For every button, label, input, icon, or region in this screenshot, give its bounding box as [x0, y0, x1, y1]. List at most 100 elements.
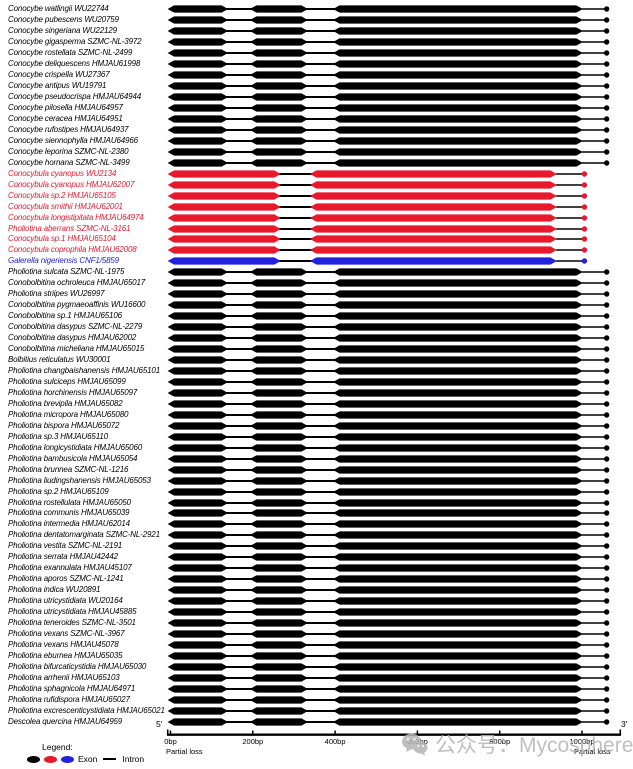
species-label: Conocybula sp.2 HMJAU65105: [8, 190, 116, 200]
species-label: Pholiotina rostellulata HMJAU65050: [8, 497, 131, 507]
species-label: Conocybula longistipitata HMJAU64974: [8, 212, 144, 222]
species-label: Conocybula smithii HMJAU62001: [8, 201, 123, 211]
gene-structure-glyph: [167, 126, 610, 134]
gene-structure-glyph: [167, 213, 588, 222]
gene-structure-glyph: [167, 455, 610, 463]
gene-structure-glyph: [167, 159, 610, 167]
species-label: Conocybe ceracea HMJAU64951: [8, 113, 123, 123]
species-label: Conocybe rufostipes HMJAU64937: [8, 124, 129, 134]
gene-structure-glyph: [167, 246, 588, 255]
gene-structure-glyph: [167, 38, 610, 46]
species-label: Pholiotina sp.3 HMJAU65110: [8, 431, 109, 441]
species-label: Conocybe pseudocrispa HMJAU64944: [8, 91, 142, 101]
species-label: Pholiotina sulciceps HMJAU65099: [8, 376, 126, 386]
gene-structure-glyph: [167, 170, 588, 178]
species-label: Pholiotina vexans SZMC-NL-3967: [8, 629, 125, 639]
watermark: 公众号：Mycosphere: [401, 729, 633, 759]
legend-intron-label: Intron: [122, 754, 145, 764]
gene-structure-glyph: [167, 707, 610, 715]
gene-structure-glyph: [167, 608, 610, 616]
gene-structure-glyph: [167, 268, 610, 276]
species-label: Pholiotina utricystidiata HMJAU45885: [8, 607, 137, 617]
gene-structure-glyph: [167, 509, 610, 518]
gene-structure-glyph: [167, 619, 610, 627]
gene-structure-glyph: [167, 367, 610, 375]
species-label: Pholiotina exannulata HMJAU45107: [8, 563, 132, 573]
species-label: Conobolbitina ochroleuca HMJAU65017: [8, 278, 146, 288]
species-label: Pholiotina teneroides SZMC-NL-3501: [8, 618, 136, 628]
gene-structure-glyph: [167, 148, 610, 156]
species-label: Pholiotina horchinensis HMJAU65097: [8, 387, 138, 397]
axis-tick-label: 200bp: [242, 737, 264, 746]
gene-structure-glyph: [167, 641, 610, 649]
gene-structure-glyph: [167, 389, 610, 397]
species-label: Conocybe antipus WU19791: [8, 81, 107, 91]
gene-structure-glyph: [167, 564, 610, 572]
gene-structure-glyph: [167, 498, 610, 507]
species-label: Pholiotina sphagnicola HMJAU64971: [8, 683, 136, 693]
gene-structure-glyph: [167, 400, 610, 408]
species-label: Descolea quercina HMJAU64959: [8, 716, 123, 726]
species-label: Conobolbitina pygmaeoaffinis WU16600: [8, 300, 146, 310]
gene-structure-glyph: [167, 520, 610, 529]
species-label: Conocybe pubescens WU20759: [8, 15, 119, 25]
gene-structure-glyph: [167, 553, 610, 561]
gene-structure-glyph: [167, 235, 588, 244]
species-label: Conocybe deliquescens HMJAU61998: [8, 59, 141, 69]
species-label: Pholiotina communis HMJAU65039: [8, 508, 130, 518]
species-label: Pholiotina vexans HMJAU45078: [8, 639, 119, 649]
gene-structure-glyph: [167, 652, 610, 660]
gene-structure-glyph: [167, 312, 610, 320]
gene-structure-glyph: [167, 104, 610, 112]
species-label: Conocybula coprophila HMJAU62008: [8, 245, 137, 255]
species-label: Pholiotina arrhenii HMJAU65103: [8, 672, 120, 682]
gene-structure-glyph: [167, 60, 610, 68]
species-label: Pholiotina changbaishanensis HMJAU65101: [8, 365, 161, 375]
gene-structure-glyph: [167, 422, 610, 430]
partial-loss-left-label: Partial loss: [166, 747, 203, 756]
species-label: Pholiotina intermedia HMJAU62014: [8, 519, 130, 529]
species-label: Pholiotina sp.2 HMJAU65109: [8, 486, 109, 496]
three-prime-label: 3': [621, 719, 628, 729]
species-label: Galerella nigeriensis CNF1/5859: [8, 256, 119, 266]
axis-tick-label: 0bp: [164, 737, 177, 746]
species-label: Conocybe watlingii WU22744: [8, 4, 109, 14]
exon-red-icon: [44, 755, 57, 763]
gene-structure-glyph: [167, 597, 610, 605]
species-label: Conocybe pilosella HMJAU64957: [8, 102, 123, 112]
species-label: Conocybula cyanopus WU2134: [8, 168, 117, 178]
gene-structure-glyph: [167, 257, 588, 265]
species-label: Conobolbitina dasypus HMJAU62002: [8, 333, 137, 343]
gene-structure-glyph: [167, 301, 610, 309]
gene-structure-glyph: [167, 93, 610, 101]
gene-structure-glyph: [167, 444, 610, 452]
species-label: Conocybula sp.1 HMJAU65104: [8, 234, 116, 244]
species-label: Pholiotina sulcata SZMC-NL-1975: [8, 267, 125, 277]
species-label: Pholiotina brevipila HMJAU65082: [8, 398, 123, 408]
gene-structure-glyph: [167, 115, 610, 123]
gene-structure-glyph: [167, 71, 610, 79]
species-label: Pholiotina longicystidiata HMJAU65060: [8, 442, 143, 452]
gene-structure-glyph: [167, 334, 610, 342]
gene-structure-glyph: [167, 487, 610, 496]
intron-line-icon: [103, 757, 117, 761]
legend-items: Exon Intron: [27, 754, 144, 764]
species-label: Conocybe singeriana WU22129: [8, 26, 117, 36]
species-label: Pholiotina indica WU20891: [8, 585, 101, 595]
gene-structure-glyph: [167, 466, 610, 474]
axis-tick-label: 400bp: [324, 737, 346, 746]
gene-structure-glyph: [167, 674, 610, 682]
gene-structure-glyph: [167, 685, 610, 693]
gene-structure-glyph: [167, 49, 610, 57]
gene-structure-glyph: [167, 345, 610, 353]
species-label: Conocybe hornana SZMC-NL-3499: [8, 157, 130, 167]
gene-structure-glyph: [167, 224, 588, 233]
gene-structure-glyph: [167, 323, 610, 331]
gene-structure-glyph: [167, 476, 610, 485]
legend: Legend: Exon Intron: [27, 742, 144, 764]
species-label: Pholiotina excrescenticystidiata HMJAU65…: [8, 705, 165, 715]
gene-structure-glyph: [167, 433, 610, 441]
five-prime-label: 5': [156, 719, 163, 729]
gene-structure-glyph: [167, 663, 610, 671]
species-label: Pholiotina serrata HMJAU42442: [8, 552, 118, 562]
